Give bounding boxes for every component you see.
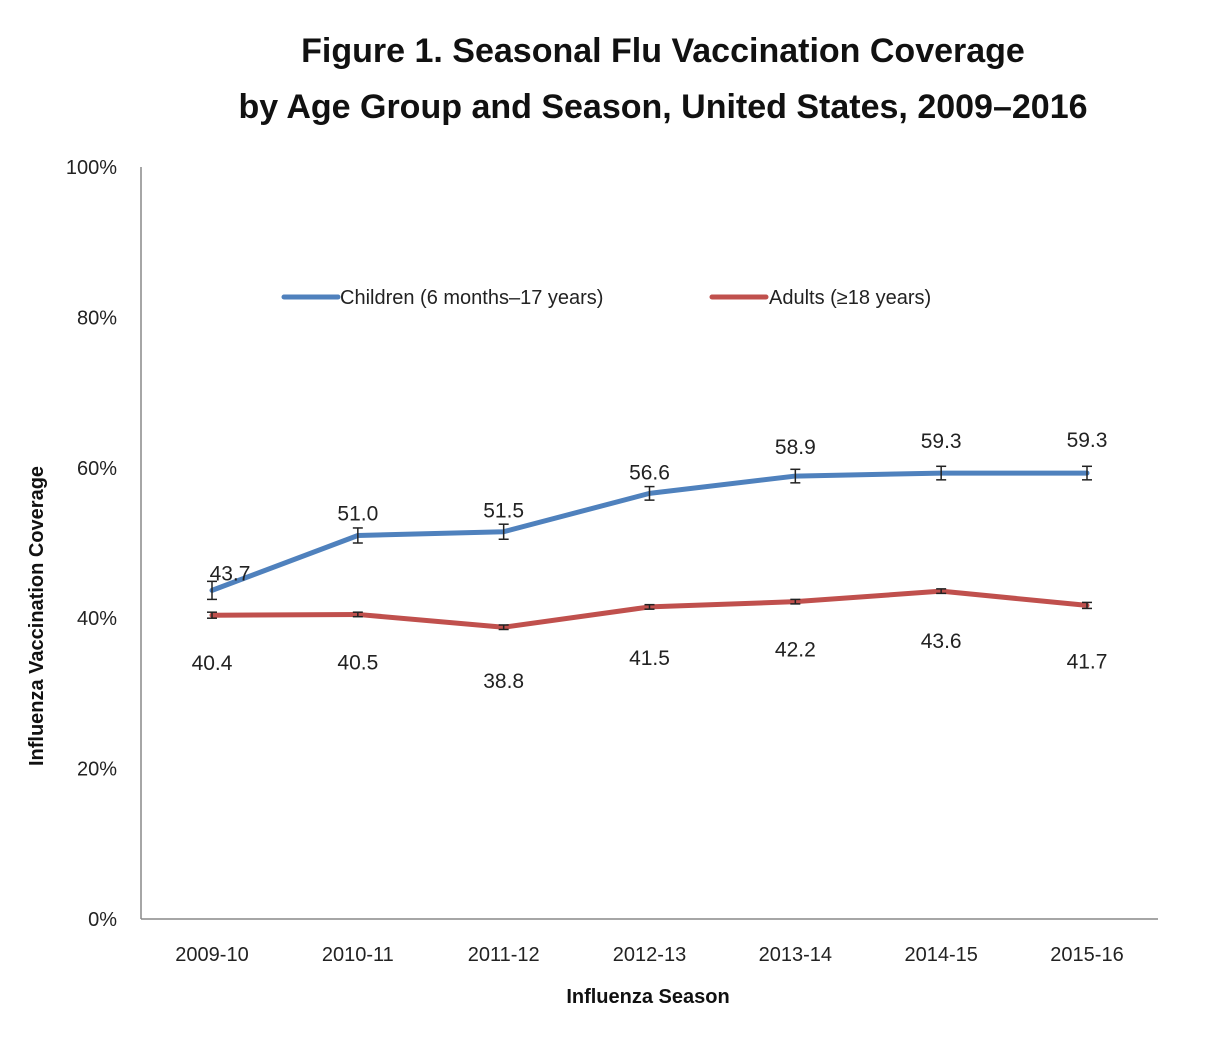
y-tick-label: 0% bbox=[88, 909, 117, 931]
data-label: 56.6 bbox=[629, 461, 670, 484]
x-tick-label: 2012-13 bbox=[613, 944, 686, 966]
y-tick-label: 40% bbox=[77, 608, 117, 630]
data-label: 41.5 bbox=[629, 647, 670, 670]
x-tick-label: 2009-10 bbox=[175, 944, 248, 966]
x-tick-label: 2015-16 bbox=[1050, 944, 1123, 966]
error-bar bbox=[498, 523, 509, 540]
chart-title-line-2: by Age Group and Season, United States, … bbox=[238, 88, 1087, 126]
error-bar bbox=[498, 624, 509, 631]
data-label: 59.3 bbox=[921, 430, 962, 453]
data-label: 38.8 bbox=[483, 670, 524, 693]
error-bar bbox=[644, 485, 655, 501]
data-label: 51.5 bbox=[483, 500, 524, 523]
data-label: 41.7 bbox=[1067, 650, 1108, 673]
series-layer: 43.7 51.0 51.5 56.6 58.9 59.3 59.3 40.4 40.5 38.8… bbox=[192, 429, 1108, 693]
error-bar bbox=[207, 611, 217, 619]
data-label: 42.2 bbox=[775, 639, 816, 662]
data-label: 40.4 bbox=[192, 652, 233, 675]
x-tick-label: 2014-15 bbox=[904, 944, 977, 966]
y-axis-ticks: 0% 20% 40% 60% 80% 100% bbox=[66, 157, 117, 931]
legend-label: Children (6 months–17 years) bbox=[340, 287, 603, 309]
x-tick-label: 2011-12 bbox=[468, 944, 540, 966]
y-tick-label: 100% bbox=[66, 157, 117, 179]
x-tick-label: 2013-14 bbox=[759, 944, 832, 966]
data-label: 59.3 bbox=[1067, 429, 1108, 452]
error-bar bbox=[352, 527, 363, 544]
legend-label: Adults (≥18 years) bbox=[769, 287, 931, 309]
error-bar bbox=[1082, 465, 1092, 481]
data-label: 40.5 bbox=[337, 651, 378, 674]
y-tick-label: 20% bbox=[77, 759, 117, 781]
error-bar bbox=[644, 603, 655, 610]
series-group: 43.7 51.0 51.5 56.6 58.9 59.3 59.3 bbox=[207, 429, 1108, 601]
data-label: 51.0 bbox=[337, 502, 378, 525]
data-label: 43.6 bbox=[921, 630, 962, 653]
data-label: 43.7 bbox=[210, 562, 251, 585]
error-bar bbox=[352, 611, 363, 618]
data-label: 58.9 bbox=[775, 436, 816, 459]
series-group: 40.4 40.5 38.8 41.5 42.2 43.6 41.7 bbox=[192, 588, 1108, 693]
x-axis-title: Influenza Season bbox=[566, 986, 729, 1008]
y-axis-title: Influenza Vaccination Coverage bbox=[26, 466, 48, 766]
y-tick-label: 80% bbox=[77, 307, 117, 329]
x-axis-ticks: 2009-10 2010-11 2011-12 2012-13 2013-14 2014-… bbox=[175, 944, 1123, 966]
error-bar bbox=[790, 468, 801, 484]
chart-title-line-1: Figure 1. Seasonal Flu Vaccination Cover… bbox=[301, 32, 1025, 70]
error-bar bbox=[207, 580, 217, 601]
legend: Children (6 months–17 years) Adults (≥18 … bbox=[281, 287, 931, 309]
error-bar bbox=[936, 465, 947, 481]
error-bar bbox=[1082, 601, 1092, 610]
y-tick-label: 60% bbox=[77, 458, 117, 480]
x-tick-label: 2010-11 bbox=[322, 944, 394, 966]
error-bar bbox=[936, 588, 947, 595]
error-bar bbox=[790, 598, 801, 605]
